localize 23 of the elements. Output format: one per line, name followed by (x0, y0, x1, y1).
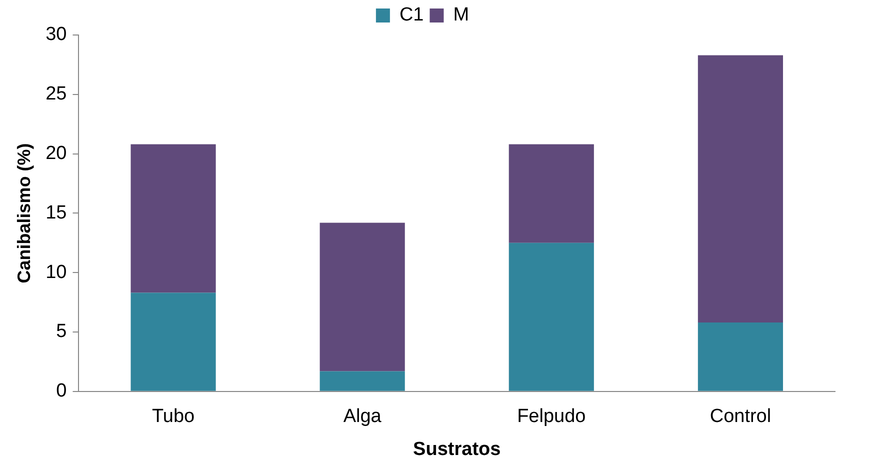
x-tick-label: Control (710, 406, 772, 428)
bar (320, 222, 405, 372)
y-tick-label: 10 (46, 262, 67, 283)
y-tick-label: 25 (46, 84, 67, 105)
legend-label: M (453, 4, 470, 26)
bar (130, 144, 216, 293)
y-tick-label: 30 (46, 24, 67, 46)
y-tick-label: 20 (46, 143, 67, 164)
x-tick-label: Alga (343, 406, 382, 428)
y-tick-label: 0 (56, 380, 67, 402)
y-axis-title: Canibalismo (%) (14, 143, 34, 284)
bar (320, 371, 405, 391)
bar (508, 242, 594, 391)
bar (698, 322, 784, 391)
y-tick-label: 5 (56, 321, 67, 342)
y-tick-label: 15 (46, 202, 67, 224)
bar (130, 292, 216, 391)
bar (698, 55, 784, 322)
x-axis-title: Sustratos (413, 438, 501, 460)
x-tick-label: Felpudo (517, 406, 586, 428)
legend-label: C1 (399, 4, 424, 26)
bar (508, 144, 594, 243)
x-tick-label: Tubo (152, 406, 195, 428)
